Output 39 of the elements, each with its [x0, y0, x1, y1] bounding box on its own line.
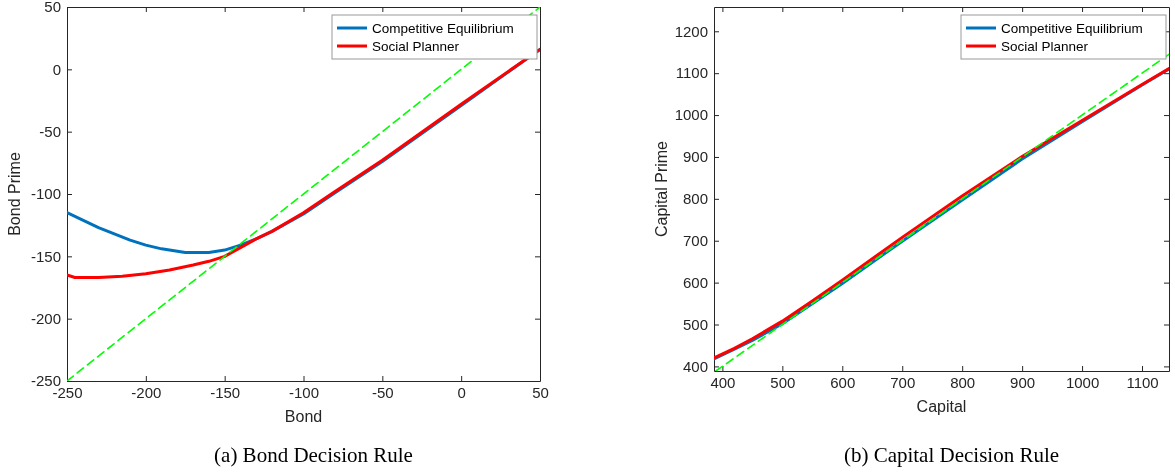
x-tick-label: 50 — [532, 383, 549, 401]
x-tick-label: 800 — [950, 373, 976, 391]
y-tick-label: 500 — [682, 315, 708, 333]
y-tick-label: 1100 — [675, 64, 708, 82]
x-tick-label: -50 — [371, 383, 394, 401]
y-tick-label: 1000 — [674, 106, 708, 124]
x-tick-label: 900 — [1010, 373, 1036, 391]
legend-label: Social Planner — [1001, 39, 1089, 54]
x-tick-label: 1000 — [1065, 373, 1100, 391]
y-tick-label: 1200 — [674, 22, 708, 40]
x-axis-title: Capital — [916, 398, 967, 415]
y-axis-title: Capital Prime — [653, 140, 670, 238]
legend-label: Competitive Equilibrium — [1001, 21, 1143, 36]
y-tick-label: -150 — [30, 247, 61, 265]
x-tick-label: 700 — [890, 373, 916, 391]
y-tick-label: -200 — [30, 309, 61, 327]
y-tick-label: 600 — [682, 273, 708, 291]
x-axis-title: Bond — [284, 408, 323, 425]
x-tick-label: -200 — [131, 383, 162, 401]
x-tick-label: 0 — [457, 383, 466, 401]
x-tick-label: 600 — [830, 373, 856, 391]
x-tick-label: -150 — [210, 383, 241, 401]
y-tick-label: 400 — [682, 357, 708, 375]
x-tick-label: 400 — [710, 373, 736, 391]
x-tick-label: -100 — [288, 383, 320, 401]
legend-label: Competitive Equilibrium — [372, 21, 514, 36]
y-tick-label: 800 — [682, 190, 708, 208]
text: (b) Capital Decision Rule — [843, 443, 1060, 467]
y-tick-label: 50 — [44, 0, 61, 16]
y-tick-label: -100 — [30, 185, 61, 203]
text: (a) Bond Decision Rule — [214, 443, 413, 467]
x-tick-label: 1100 — [1126, 373, 1159, 391]
x-tick-label: 500 — [770, 373, 796, 391]
y-tick-label: 0 — [52, 60, 61, 78]
y-tick-label: -50 — [39, 122, 61, 140]
y-tick-label: 700 — [682, 232, 708, 250]
legend-label: Social Planner — [372, 39, 460, 54]
y-tick-label: 900 — [682, 148, 708, 166]
y-axis-title: Bond Prime — [6, 152, 23, 236]
